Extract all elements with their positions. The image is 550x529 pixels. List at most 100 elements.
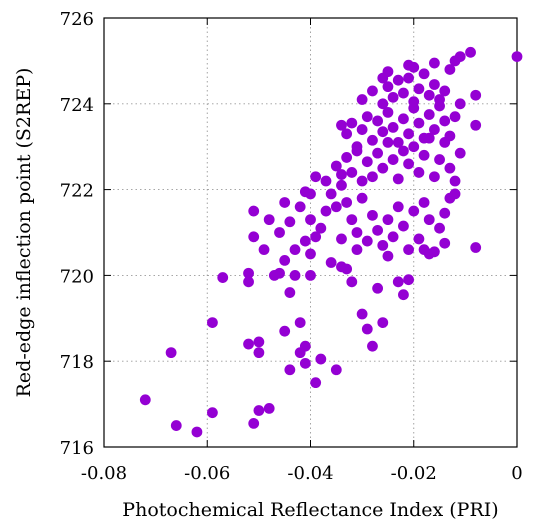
data-point [454, 98, 466, 110]
data-point [325, 188, 337, 200]
data-point [429, 57, 440, 69]
data-point [382, 106, 394, 118]
data-point [377, 239, 389, 251]
data-point [449, 111, 461, 123]
data-point [398, 113, 409, 125]
data-point [382, 250, 394, 262]
data-point [361, 323, 373, 335]
data-point [465, 46, 476, 58]
data-point [408, 141, 420, 153]
data-point [284, 287, 296, 298]
data-point [289, 270, 301, 281]
data-point [372, 115, 384, 127]
data-point [392, 137, 404, 148]
data-point [356, 308, 368, 320]
x-axis-label: Photochemical Reflectance Index (PRI) [122, 499, 498, 521]
data-point [429, 171, 440, 183]
data-point [434, 94, 445, 105]
y-tick-label: 722 [60, 181, 94, 202]
data-point [207, 317, 218, 328]
data-point [217, 272, 229, 283]
data-point [274, 267, 285, 279]
data-point [274, 227, 285, 238]
data-point [305, 270, 316, 281]
data-point [139, 394, 151, 406]
data-point [279, 254, 291, 266]
x-tick-label: -0.02 [391, 463, 437, 484]
data-point [434, 222, 445, 234]
data-point [346, 167, 358, 178]
data-point [356, 192, 368, 204]
data-point [341, 197, 353, 208]
data-point [289, 244, 301, 256]
y-tick-labels: 716 718 720 722 724 726 [60, 9, 94, 459]
data-point [403, 274, 414, 286]
y-tick-label: 718 [60, 352, 94, 373]
data-point [356, 94, 368, 105]
grid [104, 18, 517, 447]
data-point [330, 201, 342, 213]
data-point [284, 364, 296, 376]
data-point [387, 121, 399, 133]
data-point [294, 201, 306, 213]
data-point [429, 124, 440, 135]
data-point [470, 119, 482, 131]
x-tick-label: 0 [511, 463, 522, 484]
data-point [403, 72, 414, 84]
data-point [356, 124, 368, 135]
y-tick-label: 724 [60, 95, 94, 116]
data-point [351, 141, 363, 153]
x-tick-labels: -0.08 -0.06 -0.04 -0.02 0 [81, 463, 523, 484]
data-point [336, 169, 347, 180]
data-point [418, 132, 430, 144]
data-point [367, 85, 378, 97]
data-point [320, 205, 332, 217]
x-tick-label: -0.06 [184, 463, 230, 484]
data-point [299, 340, 311, 352]
data-point [248, 205, 260, 217]
data-point [377, 162, 389, 174]
data-point [315, 222, 327, 234]
data-point [429, 246, 440, 258]
data-point [170, 420, 182, 431]
data-point [305, 188, 316, 200]
data-point [299, 235, 311, 247]
data-point [418, 149, 430, 161]
y-tick-label: 720 [60, 266, 94, 287]
x-tick-label: -0.08 [81, 463, 127, 484]
data-point [346, 276, 358, 288]
data-point [454, 147, 466, 159]
data-point [511, 51, 523, 63]
data-point [408, 205, 420, 217]
data-point [336, 233, 347, 245]
data-point [423, 89, 435, 101]
data-point [191, 426, 203, 438]
data-points [139, 46, 523, 438]
data-point [439, 237, 451, 249]
data-point [398, 145, 409, 157]
data-point [284, 216, 296, 228]
data-point [398, 87, 409, 99]
data-point [258, 244, 270, 256]
data-point [330, 364, 342, 376]
data-point [299, 357, 311, 369]
data-point [351, 227, 363, 238]
data-point [418, 197, 430, 208]
data-point [382, 137, 394, 148]
data-point [392, 74, 404, 86]
data-point [320, 175, 332, 187]
data-point [377, 317, 389, 328]
data-point [346, 214, 358, 226]
data-point [336, 179, 347, 191]
data-point [361, 156, 373, 168]
x-tick-label: -0.04 [287, 463, 333, 484]
data-point [367, 340, 378, 352]
data-point [207, 407, 218, 419]
data-point [439, 85, 451, 97]
data-point [403, 128, 414, 140]
data-point [382, 214, 394, 226]
data-point [444, 162, 456, 174]
data-point [377, 126, 389, 138]
data-point [248, 418, 260, 429]
